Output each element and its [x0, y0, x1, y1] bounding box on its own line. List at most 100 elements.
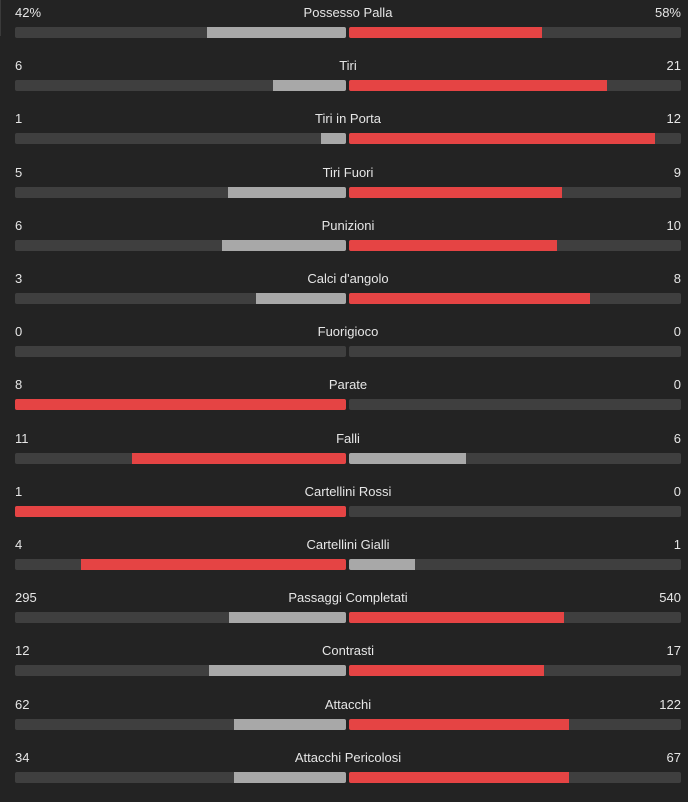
stat-row: 5 Tiri Fuori 9	[0, 160, 688, 213]
home-bar-track	[15, 612, 346, 624]
away-bar-track	[349, 665, 681, 677]
away-bar-track	[349, 612, 681, 624]
home-bar-track	[15, 133, 346, 145]
away-bar-fill	[349, 665, 544, 677]
home-value: 42%	[15, 5, 42, 20]
away-value: 6	[673, 430, 681, 446]
home-bar-fill	[255, 293, 346, 304]
away-bar-fill	[349, 612, 564, 624]
home-bar-track	[15, 505, 346, 517]
stat-label: Contrasti	[321, 643, 375, 659]
home-bar-track	[15, 559, 346, 570]
away-bar-track	[349, 27, 681, 38]
home-value: 3	[15, 271, 23, 286]
stat-label: Tiri Fuori	[322, 164, 374, 180]
away-bar-fill	[349, 452, 467, 464]
home-value: 1	[15, 111, 23, 127]
away-bar-track	[349, 346, 681, 358]
away-bar-track	[349, 133, 681, 145]
away-value: 67	[666, 749, 681, 765]
away-bar-track	[349, 399, 681, 411]
stat-label: Passaggi Completati	[288, 590, 408, 606]
home-value: 0	[15, 324, 23, 340]
stat-label: Calci d'angolo	[307, 271, 389, 286]
home-value: 5	[15, 164, 23, 180]
away-bar-track	[349, 293, 681, 304]
home-value: 6	[15, 58, 23, 74]
home-value: 62	[15, 696, 30, 712]
home-bar-fill	[15, 399, 346, 411]
home-value: 34	[15, 749, 30, 765]
away-bar-fill	[349, 718, 570, 730]
home-bar-track	[15, 718, 346, 730]
away-bar-fill	[349, 186, 563, 198]
away-value: 9	[673, 164, 681, 180]
home-bar-fill	[229, 612, 346, 624]
stat-row: 6 Tiri 21	[0, 53, 688, 106]
stat-row: 11 Falli 6	[0, 426, 688, 479]
home-bar-track	[15, 186, 346, 198]
home-bar-track	[15, 665, 346, 677]
away-bar-track	[349, 452, 681, 464]
home-value: 12	[15, 643, 30, 659]
home-bar-fill	[81, 559, 346, 570]
home-bar-fill	[272, 80, 346, 92]
away-bar-track	[349, 239, 681, 251]
home-bar-fill	[221, 239, 346, 251]
stat-label: Cartellini Gialli	[306, 537, 390, 552]
away-value: 12	[666, 111, 681, 127]
stat-label: Tiri	[339, 58, 357, 74]
stat-row: 1 Tiri in Porta 12	[0, 106, 688, 159]
home-bar-fill	[234, 771, 346, 783]
stat-row: 4 Cartellini Gialli 1	[0, 532, 688, 585]
away-value: 21	[666, 58, 681, 74]
stat-label: Attacchi	[324, 696, 372, 712]
home-bar-fill	[208, 665, 346, 677]
stat-label: Fuorigioco	[317, 324, 379, 340]
stat-label: Possesso Palla	[303, 5, 393, 20]
home-bar-fill	[206, 27, 346, 38]
home-bar-fill	[131, 452, 346, 464]
home-bar-track	[15, 80, 346, 92]
home-value: 11	[15, 430, 29, 446]
away-bar-track	[349, 718, 681, 730]
stat-row: 8 Parate 0	[0, 372, 688, 425]
away-bar-fill	[349, 133, 656, 145]
home-value: 4	[15, 537, 23, 552]
home-bar-fill	[234, 718, 346, 730]
away-bar-track	[349, 559, 681, 570]
stat-row: 42% Possesso Palla 58%	[0, 0, 688, 53]
away-value: 540	[659, 590, 681, 606]
away-bar-track	[349, 505, 681, 517]
home-value: 295	[15, 590, 37, 606]
away-bar-fill	[349, 293, 591, 304]
away-bar-track	[349, 771, 681, 783]
home-bar-track	[15, 27, 346, 38]
home-bar-fill	[227, 186, 346, 198]
away-bar-track	[349, 186, 681, 198]
home-bar-track	[15, 771, 346, 783]
away-bar-fill	[349, 80, 608, 92]
home-bar-track	[15, 239, 346, 251]
away-bar-fill	[349, 239, 557, 251]
stat-row: 1 Cartellini Rossi 0	[0, 479, 688, 532]
away-bar-fill	[349, 559, 416, 570]
home-bar-fill	[320, 133, 346, 145]
away-value: 8	[673, 271, 681, 286]
home-bar-track	[15, 452, 346, 464]
away-value: 0	[673, 483, 681, 499]
stat-label: Attacchi Pericolosi	[294, 749, 402, 765]
home-bar-track	[15, 346, 346, 358]
stat-row: 6 Punizioni 10	[0, 213, 688, 266]
away-value: 10	[666, 217, 681, 233]
stat-row: 34 Attacchi Pericolosi 67	[0, 745, 688, 798]
stat-row: 62 Attacchi 122	[0, 692, 688, 745]
home-bar-track	[15, 399, 346, 411]
home-bar-fill	[15, 505, 346, 517]
stat-row: 295 Passaggi Completati 540	[0, 585, 688, 638]
away-bar-fill	[349, 771, 570, 783]
away-value: 17	[666, 643, 681, 659]
away-bar-track	[349, 80, 681, 92]
stat-row: 0 Fuorigioco 0	[0, 319, 688, 372]
stat-label: Punizioni	[321, 217, 375, 233]
